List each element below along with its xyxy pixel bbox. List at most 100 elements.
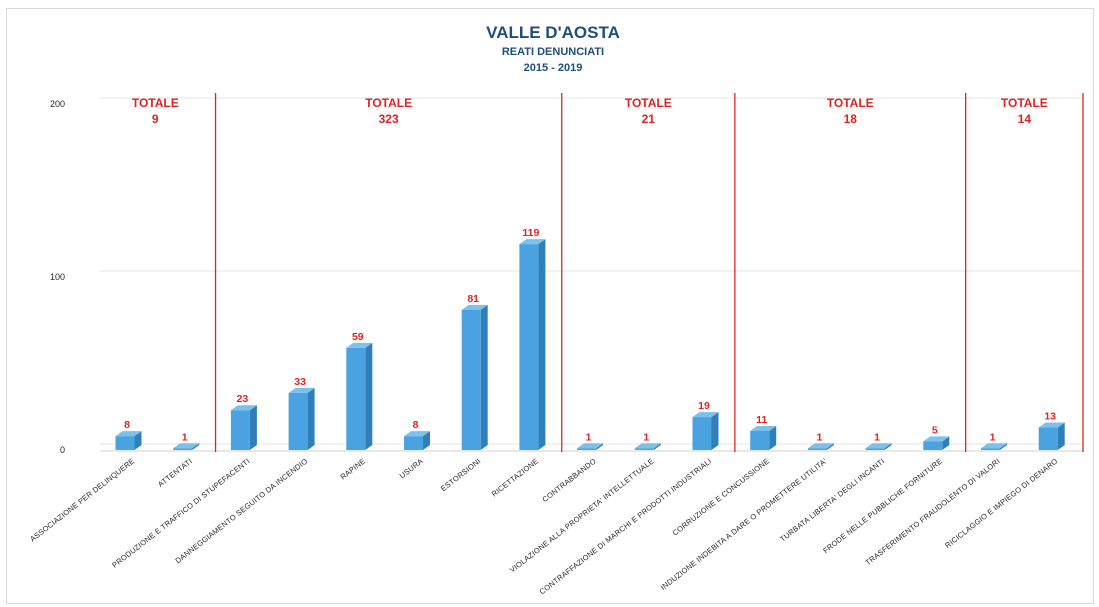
bar-value-label: 8	[413, 419, 419, 431]
y-tick-label: 0	[60, 445, 65, 455]
group-totals: TOTALE 9 TOTALE 323 TOTALE 21 TOTALE 18 TOTALE 14	[132, 96, 1048, 126]
bar-front	[519, 244, 539, 450]
bar-side	[480, 304, 488, 450]
bar-side	[134, 431, 142, 450]
category-label: RAPINE	[339, 456, 367, 481]
y-axis-ticks: 0 100 200	[50, 99, 65, 455]
bar-top	[577, 443, 604, 449]
group-total-value: 21	[642, 112, 656, 126]
bar-side	[423, 431, 430, 450]
bar-value-label: 1	[586, 431, 592, 443]
bar-top	[519, 239, 546, 245]
group-total-label: TOTALE	[132, 96, 179, 110]
bar	[346, 342, 373, 450]
group-total-label: TOTALE	[827, 96, 874, 110]
chart-title: VALLE D'AOSTA	[486, 23, 620, 42]
bar-side	[538, 239, 546, 450]
bar-side	[249, 405, 257, 450]
category-label: ESTORSIONI	[439, 456, 482, 493]
y-tick-label: 200	[50, 99, 65, 109]
bar-side	[826, 443, 834, 450]
bar-top	[346, 342, 373, 348]
bar-top	[404, 431, 430, 437]
bar-value-label: 1	[816, 431, 822, 443]
bar	[577, 443, 604, 450]
category-label: TRASFERIMENTO FRAUDOLENTO DI VALORI	[864, 456, 1002, 567]
chart-period: 2015 - 2019	[524, 62, 583, 74]
category-label: TURBATA LIBERTA' DEGLI INCANTI	[778, 456, 886, 543]
bar	[634, 443, 661, 450]
bar-top	[1038, 422, 1065, 428]
bar-front	[346, 347, 366, 450]
bar-top	[807, 443, 834, 449]
bar-side	[307, 387, 315, 450]
bar-front	[404, 436, 423, 450]
bar-front	[807, 448, 827, 450]
bar-front	[577, 448, 597, 450]
group-separators	[214, 93, 1084, 452]
bar-value-label: 5	[932, 424, 938, 436]
bar-front	[981, 448, 1000, 450]
group-total-label: TOTALE	[1001, 96, 1048, 110]
bar	[461, 304, 488, 450]
category-label: CONTRABBANDO	[540, 456, 597, 504]
bar-value-label: 59	[352, 331, 364, 343]
bar-value-label: 11	[756, 414, 767, 426]
bar-top	[865, 443, 892, 449]
chart-subtitle: REATI DENUNCIATI	[502, 46, 604, 58]
group-total-value: 9	[152, 112, 159, 126]
bar-top	[461, 304, 488, 310]
bar	[230, 405, 257, 450]
bar	[750, 425, 777, 450]
bar-front	[1038, 427, 1058, 450]
category-label: RICICLAGGIO E IMPIEGO DI DENARO	[943, 456, 1059, 550]
bar	[115, 431, 142, 450]
bar-front	[750, 430, 770, 450]
bar	[692, 412, 719, 450]
group-total-value: 18	[844, 112, 858, 126]
bars	[115, 239, 1065, 450]
bar-side	[1057, 422, 1065, 450]
bar-top	[634, 443, 661, 449]
bar-front	[923, 441, 943, 450]
bar	[404, 431, 430, 450]
bar-top	[288, 387, 315, 393]
bar-side	[653, 443, 661, 450]
bar-top	[230, 405, 257, 411]
bar-value-label: 23	[237, 393, 249, 405]
bar-value-label: 8	[124, 419, 130, 431]
bar	[173, 443, 200, 450]
bar-top	[923, 436, 950, 442]
group-total-label: TOTALE	[365, 96, 412, 110]
bar-value-label: 1	[182, 431, 188, 443]
category-label: ATTENTATI	[156, 456, 194, 488]
bar-chart: VALLE D'AOSTA REATI DENUNCIATI 2015 - 20…	[28, 23, 1084, 596]
bar	[519, 239, 546, 450]
bar-side	[769, 425, 777, 450]
chart-titles: VALLE D'AOSTA REATI DENUNCIATI 2015 - 20…	[486, 23, 620, 74]
category-label: CORRUZIONE E CONCUSSIONE	[671, 456, 771, 537]
bar-top	[750, 425, 777, 431]
y-tick-label: 100	[50, 272, 65, 282]
chart-frame: VALLE D'AOSTA REATI DENUNCIATI 2015 - 20…	[6, 8, 1094, 604]
bar-front	[692, 417, 712, 450]
bar-side	[711, 412, 719, 450]
bar-side	[365, 342, 373, 450]
bar-front	[461, 309, 481, 450]
bar-front	[230, 410, 250, 450]
bar-top	[115, 431, 142, 437]
bar-front	[115, 436, 135, 450]
bar	[865, 443, 892, 450]
bar-value-label: 1	[990, 431, 996, 443]
x-axis-category-labels: ASSOCIAZIONE PER DELINQUERE ATTENTATIPROD…	[28, 456, 1059, 596]
bar-value-label: 33	[294, 376, 306, 388]
bar-value-label: 81	[467, 293, 479, 305]
bar-value-label: 1	[643, 431, 649, 443]
bar-side	[596, 443, 604, 450]
bar-top	[981, 443, 1007, 449]
group-total-value: 14	[1018, 112, 1032, 126]
category-label: DANNEGGIAMENTO SEGUITO DA INCENDIO	[174, 456, 310, 565]
bar	[807, 443, 834, 450]
bar-top	[173, 443, 200, 449]
category-label: FRODE NELLE PUBBLICHE FORNITURE	[821, 456, 944, 555]
